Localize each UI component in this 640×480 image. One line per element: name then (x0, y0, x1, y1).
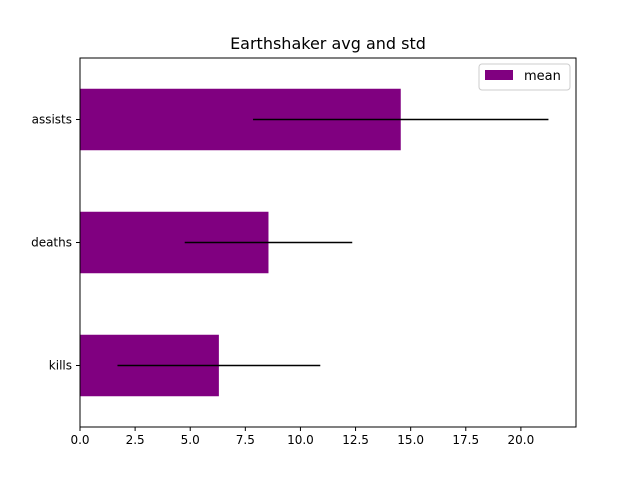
legend-label-mean: mean (524, 69, 561, 84)
x-tick-label: 10.0 (287, 433, 314, 447)
x-tick-label: 2.5 (126, 433, 145, 447)
x-tick-label: 0.0 (70, 433, 89, 447)
legend-swatch-mean (485, 70, 513, 80)
errorbars-layer (117, 118, 549, 367)
x-tick-label: 15.0 (397, 433, 424, 447)
x-tick-label: 12.5 (342, 433, 369, 447)
chart-title: Earthshaker avg and std (230, 34, 426, 53)
x-tick-label: 17.5 (452, 433, 479, 447)
x-tick-label: 7.5 (236, 433, 255, 447)
y-axis-ticks: kills deaths assists (31, 113, 80, 373)
x-axis-ticks: 0.0 2.5 5.0 7.5 10.0 12.5 15.0 17.5 20.0 (70, 427, 534, 447)
y-tick-label-kills: kills (49, 359, 72, 373)
legend: mean (478, 63, 571, 91)
x-tick-label: 5.0 (181, 433, 200, 447)
y-tick-label-deaths: deaths (31, 236, 72, 250)
x-tick-label: 20.0 (508, 433, 535, 447)
y-tick-label-assists: assists (32, 113, 72, 127)
